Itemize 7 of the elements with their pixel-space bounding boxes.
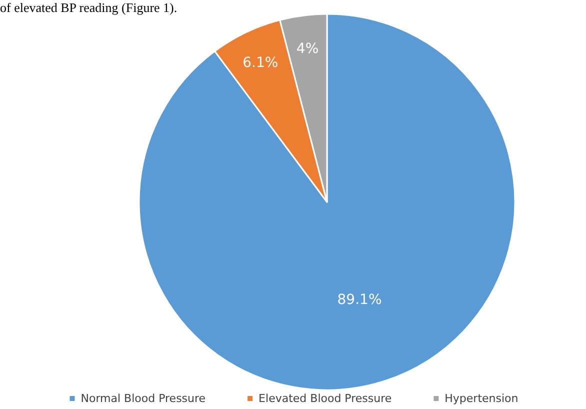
legend-label: Normal Blood Pressure bbox=[80, 392, 206, 405]
data-label: 89.1% bbox=[337, 292, 382, 308]
legend-label: Hypertension bbox=[444, 392, 518, 405]
legend-label: Elevated Blood Pressure bbox=[258, 392, 392, 405]
text: of elevated BP reading (Figure 1). bbox=[0, 0, 178, 15]
data-label: 4% bbox=[296, 41, 319, 58]
data-label: 6.1% bbox=[242, 54, 278, 71]
